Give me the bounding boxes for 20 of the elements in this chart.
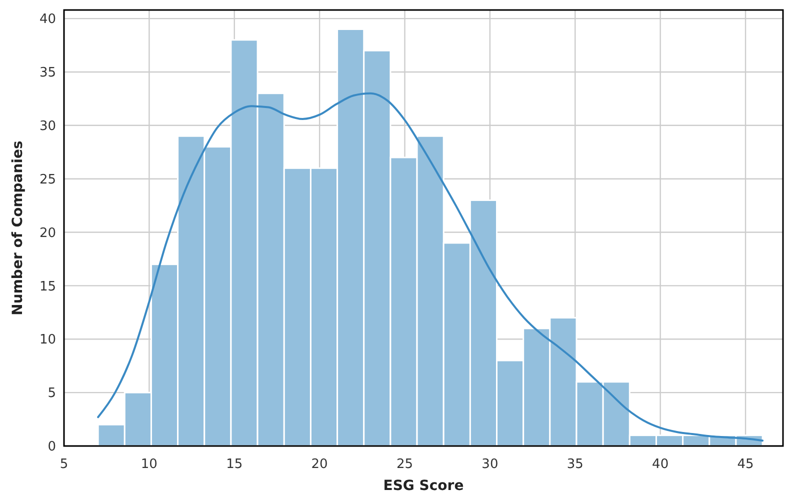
y-tick-label: 0 xyxy=(48,440,56,455)
x-tick-label: 40 xyxy=(652,457,669,472)
x-tick-label: 5 xyxy=(60,457,68,472)
y-tick-label: 15 xyxy=(39,279,56,294)
y-tick-label: 30 xyxy=(39,118,56,134)
y-axis-title: Number of Companies xyxy=(10,140,26,316)
x-tick-label: 25 xyxy=(396,457,414,472)
x-tick-label: 30 xyxy=(482,457,498,472)
x-tick-label: 15 xyxy=(226,457,243,472)
y-tick-label: 10 xyxy=(39,332,56,348)
x-tick-label: 35 xyxy=(566,457,584,472)
x-axis-title: ESG Score xyxy=(383,478,464,494)
y-tick-label: 40 xyxy=(39,12,56,28)
y-tick-label: 25 xyxy=(39,172,56,188)
y-tick-label: 5 xyxy=(48,386,56,402)
x-tick-label: 20 xyxy=(311,457,328,472)
x-tick-label: 10 xyxy=(140,457,158,472)
y-tick-label: 35 xyxy=(39,66,56,81)
y-tick-label: 20 xyxy=(39,226,56,241)
x-tick-label: 45 xyxy=(737,457,754,472)
